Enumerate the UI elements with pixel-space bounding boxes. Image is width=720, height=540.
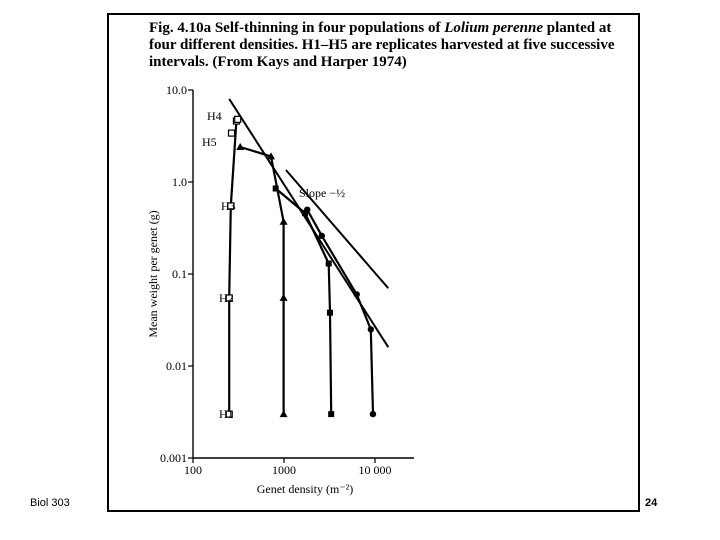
data-point [353,291,360,298]
figure-caption: Fig. 4.10a Self-thinning in four populat… [149,20,629,71]
data-point [225,294,233,302]
page-number: 24 [645,497,658,509]
data-point [304,206,311,213]
y-tick-label: 1.0 [172,175,187,189]
data-point [325,260,332,267]
data-point [279,410,288,418]
data-point [279,293,288,301]
series-line [228,118,239,415]
self-thinning-chart: 0.001 0.01 0.1 1.0 10.0 100 1000 10 000 Genet d… [146,83,414,496]
data-point [272,185,279,192]
data-point [227,129,236,137]
data-point [236,143,245,151]
slope-line [285,169,390,289]
x-tick-label: 100 [184,463,202,477]
y-tick-label: 0.001 [160,451,187,465]
axes: 0.001 0.01 0.1 1.0 10.0 100 1000 10 000 [160,83,414,477]
harvest-label: H1 [219,407,234,421]
y-tick-label: 10.0 [166,83,187,97]
harvest-label: H4 [207,109,222,123]
data-point [367,326,375,333]
series-lines [228,118,375,415]
harvest-label: H2 [219,291,234,305]
data-point [267,152,276,160]
data-point [328,411,335,418]
x-tick-label: 1000 [272,463,296,477]
data-point [279,217,288,225]
chart-labels: Genet density (m⁻²) Mean weight per genet… [146,109,353,496]
harvest-label: H3 [221,199,236,213]
x-axis-title: Genet density (m⁻²) [257,482,354,496]
data-point [301,210,308,217]
data-point [326,309,333,316]
data-point [225,410,233,418]
caption-line2: four different densities. H1–H5 are repl… [149,37,615,53]
y-tick-label: 0.1 [172,267,187,281]
y-tick-label: 0.01 [166,359,187,373]
caption-line1-pre: Self-thinning in four populations of [214,20,441,36]
data-point [369,410,377,418]
slope-label: Slope −½ [299,186,345,200]
x-tick-label: 10 000 [359,463,392,477]
caption-line3: intervals. (From Kays and Harper 1974) [149,54,407,70]
data-point [234,115,242,123]
y-axis-title: Mean weight per genet (g) [146,210,160,337]
harvest-label: H5 [202,135,217,149]
caption-fig-label: Fig. 4.10a [149,20,212,36]
footer-course-label: Biol 303 [30,497,70,509]
caption-line1-post: planted at [546,20,612,36]
caption-species: Lolium perenne [444,20,543,36]
data-point [318,232,325,240]
series-markers [225,115,377,418]
figure-panel: Fig. 4.10a Self-thinning in four populat… [107,13,640,512]
data-point [227,202,235,210]
